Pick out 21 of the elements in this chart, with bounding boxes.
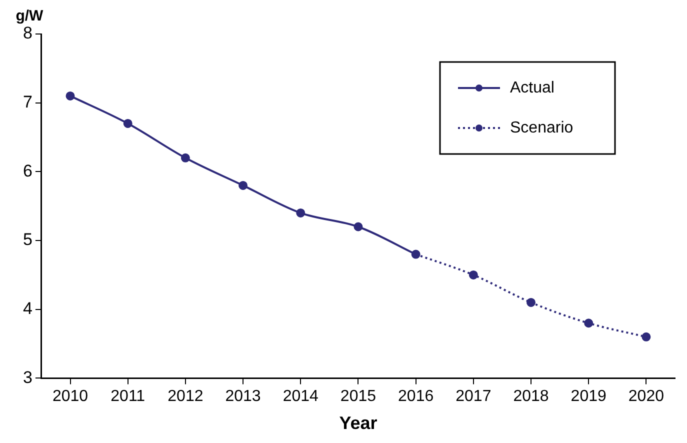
legend-label: Actual bbox=[510, 79, 554, 96]
y-axis-title: g/W bbox=[16, 8, 44, 25]
x-tick-label: 2020 bbox=[628, 388, 664, 406]
x-tick-label: 2010 bbox=[52, 388, 88, 406]
x-tick-label: 2018 bbox=[513, 388, 549, 406]
y-tick-label: 5 bbox=[22, 230, 32, 250]
x-tick-label: 2016 bbox=[398, 388, 434, 406]
x-tick-label: 2011 bbox=[110, 388, 146, 406]
x-tick-label: 2012 bbox=[168, 388, 204, 406]
y-tick-label: 8 bbox=[22, 24, 32, 43]
x-tick-label: 2019 bbox=[570, 388, 607, 406]
x-tick-label: 2014 bbox=[282, 388, 319, 406]
x-tick-label: 2017 bbox=[456, 388, 492, 406]
y-tick-label: 4 bbox=[22, 299, 32, 318]
x-axis-title: Year bbox=[339, 413, 378, 434]
y-tick-label: 7 bbox=[22, 92, 32, 112]
x-tick-label: 2013 bbox=[225, 388, 261, 406]
y-tick-label: 3 bbox=[22, 368, 32, 387]
legend-label: Scenario bbox=[510, 119, 574, 136]
x-tick-label: 2015 bbox=[340, 388, 376, 406]
y-tick-label: 6 bbox=[22, 161, 32, 180]
